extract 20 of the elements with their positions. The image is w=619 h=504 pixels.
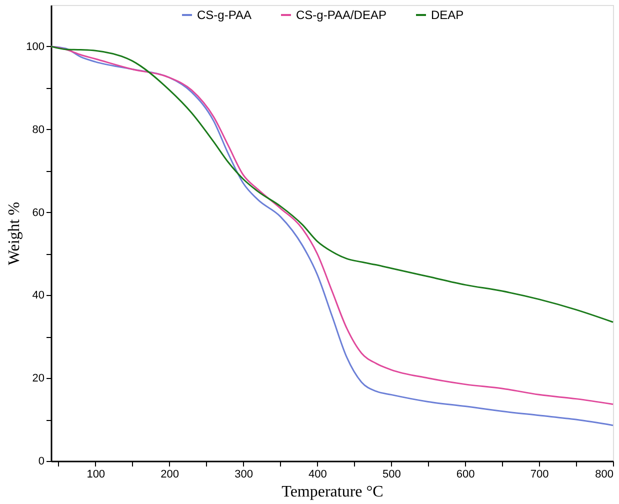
line-series bbox=[50, 46, 614, 323]
legend-label: DEAP bbox=[431, 8, 464, 22]
y-tick-label: 80 bbox=[32, 124, 44, 136]
x-tick-label: 300 bbox=[234, 468, 253, 480]
x-tick-label: 400 bbox=[308, 468, 327, 480]
y-tick-label: 40 bbox=[32, 290, 44, 302]
legend-label: CS-g-PAA bbox=[197, 8, 252, 22]
x-tick-label: 200 bbox=[160, 468, 179, 480]
x-tick-label: 500 bbox=[382, 468, 401, 480]
x-axis-title: Temperature °C bbox=[282, 484, 384, 500]
x-tick-label: 800 bbox=[595, 468, 614, 480]
y-tick-label: 20 bbox=[32, 372, 44, 385]
y-tick-label: 60 bbox=[32, 206, 44, 219]
y-tick-label: 0 bbox=[38, 456, 44, 468]
y-tick-label: 100 bbox=[26, 40, 44, 53]
x-tick-label: 100 bbox=[86, 468, 106, 480]
y-axis-title: Weight % bbox=[6, 202, 24, 266]
legend-label: CS-g-PAA/DEAP bbox=[296, 8, 386, 22]
x-tick-label: 700 bbox=[530, 468, 549, 480]
x-tick-label: 600 bbox=[456, 468, 475, 480]
